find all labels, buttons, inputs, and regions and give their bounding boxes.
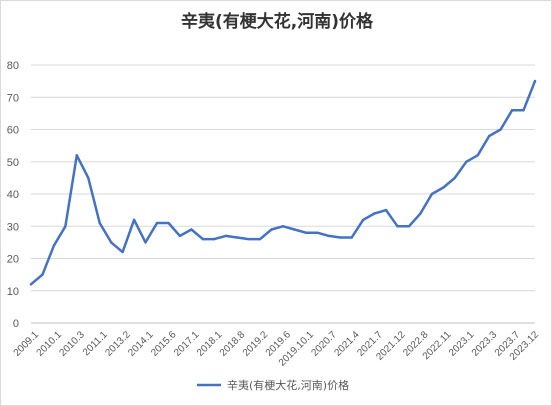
y-tick-label: 0 xyxy=(13,318,19,330)
data-point xyxy=(487,134,491,138)
data-point xyxy=(121,250,124,254)
data-point xyxy=(52,244,56,247)
data-point xyxy=(361,218,365,221)
data-point xyxy=(442,186,445,189)
data-point xyxy=(476,154,479,157)
data-point xyxy=(373,212,376,215)
data-point xyxy=(235,236,239,239)
data-point xyxy=(350,236,353,239)
y-tick-label: 70 xyxy=(7,92,19,104)
data-point xyxy=(327,234,331,238)
legend-label: 辛夷(有梗大花,河南)价格 xyxy=(227,378,349,392)
data-point xyxy=(419,212,422,215)
y-tick-label: 50 xyxy=(7,157,19,169)
data-point xyxy=(155,221,159,225)
data-point xyxy=(109,241,113,244)
data-point xyxy=(465,160,468,163)
data-point xyxy=(293,228,296,231)
data-point xyxy=(98,221,101,225)
data-point xyxy=(41,273,44,276)
data-point xyxy=(132,218,136,221)
data-point xyxy=(178,234,182,238)
data-point xyxy=(499,128,502,131)
data-point xyxy=(75,154,79,157)
data-point xyxy=(430,192,434,196)
data-point xyxy=(224,234,227,238)
data-point xyxy=(167,221,170,225)
data-point xyxy=(270,228,273,231)
chart-title: 辛夷(有梗大花,河南)价格 xyxy=(181,12,373,32)
data-point xyxy=(201,237,205,241)
y-tick-label: 10 xyxy=(7,286,19,298)
y-tick-label: 80 xyxy=(7,60,19,72)
data-point xyxy=(190,228,193,231)
y-tick-label: 30 xyxy=(7,221,19,233)
data-point xyxy=(213,237,216,241)
data-point xyxy=(453,176,457,180)
data-point xyxy=(247,237,250,241)
data-point xyxy=(396,225,399,228)
y-tick-label: 60 xyxy=(7,125,19,137)
series-line xyxy=(29,79,537,286)
data-point xyxy=(316,231,319,234)
y-tick-label: 40 xyxy=(7,189,19,201)
data-point xyxy=(258,237,262,241)
data-point xyxy=(304,231,308,234)
y-tick-label: 20 xyxy=(7,254,19,266)
data-point xyxy=(339,236,342,239)
data-point xyxy=(522,108,525,112)
data-point xyxy=(281,225,285,228)
data-point xyxy=(533,79,537,83)
x-tick-label: 2010.3 xyxy=(58,329,88,359)
data-point xyxy=(384,208,388,212)
data-point xyxy=(29,283,33,286)
data-point xyxy=(144,241,147,244)
data-point xyxy=(87,176,90,180)
data-point xyxy=(64,225,67,228)
data-point xyxy=(510,108,514,112)
data-point xyxy=(407,225,411,228)
